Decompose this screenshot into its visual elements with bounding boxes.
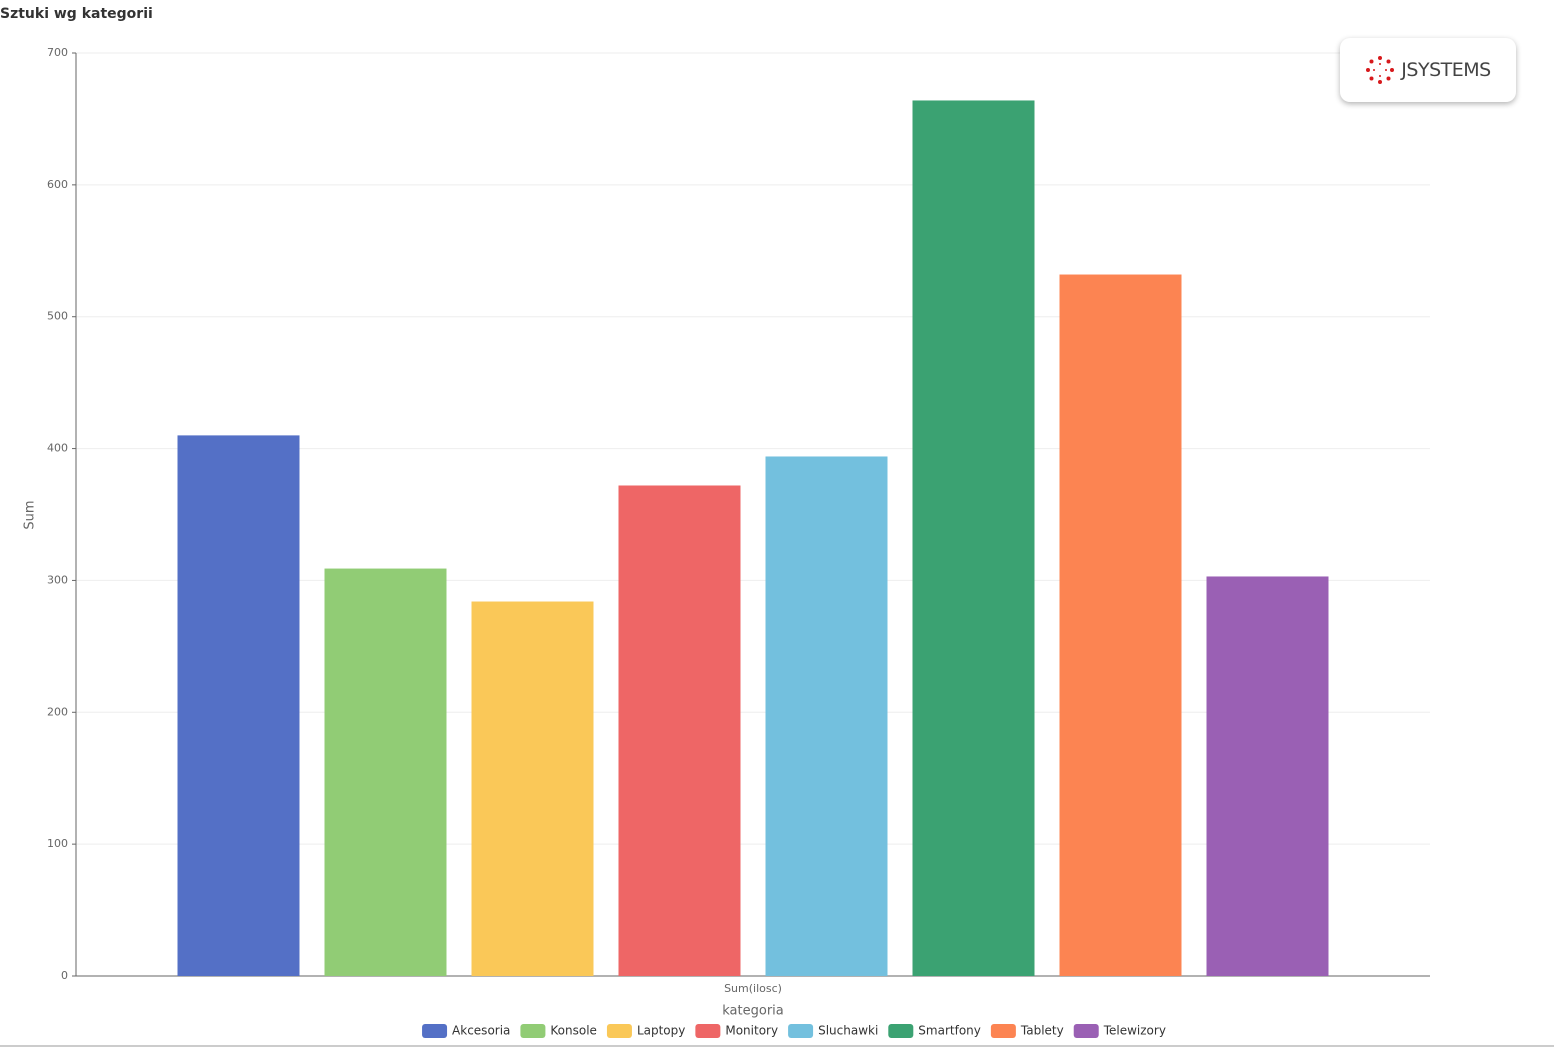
legend-swatch bbox=[520, 1024, 546, 1038]
bar bbox=[1059, 274, 1182, 976]
bar bbox=[912, 100, 1035, 977]
legend-label: Telewizory bbox=[1103, 1024, 1166, 1038]
bar bbox=[765, 456, 888, 976]
y-tick-label: 100 bbox=[47, 837, 68, 850]
legend-label: Akcesoria bbox=[452, 1024, 510, 1038]
x-tick-label: Sum(ilosc) bbox=[724, 982, 782, 995]
y-axis-label: Sum bbox=[23, 500, 38, 529]
legend-label: Sluchawki bbox=[818, 1024, 878, 1038]
y-tick-label: 200 bbox=[47, 705, 68, 718]
logo-text: JSYSTEMS bbox=[1401, 59, 1491, 81]
bar bbox=[324, 568, 447, 976]
y-tick-label: 600 bbox=[47, 178, 68, 191]
legend-label: Smartfony bbox=[918, 1024, 981, 1038]
logo: JSYSTEMS bbox=[1340, 38, 1516, 102]
legend-swatch bbox=[788, 1024, 814, 1038]
legend-label: Konsole bbox=[550, 1024, 597, 1038]
legend-swatch bbox=[695, 1024, 721, 1038]
y-tick-label: 0 bbox=[61, 969, 68, 982]
legend-label: Monitory bbox=[725, 1024, 778, 1038]
bar bbox=[618, 485, 741, 976]
bar bbox=[471, 601, 594, 976]
legend-swatch bbox=[888, 1024, 914, 1038]
legend-swatch bbox=[1073, 1024, 1099, 1038]
y-tick-label: 500 bbox=[47, 310, 68, 323]
legend-swatch bbox=[606, 1024, 632, 1038]
y-tick-label: 300 bbox=[47, 573, 68, 586]
chart-title: Sztuki wg kategorii bbox=[0, 6, 153, 22]
bar bbox=[177, 435, 300, 976]
legend-swatch bbox=[990, 1024, 1016, 1038]
legend-label: Laptopy bbox=[637, 1024, 685, 1038]
logo-icon bbox=[1366, 56, 1395, 84]
legend-swatch bbox=[422, 1024, 448, 1038]
y-tick-label: 400 bbox=[47, 442, 68, 455]
bar bbox=[1206, 576, 1329, 976]
legend-label: Tablety bbox=[1020, 1024, 1064, 1038]
x-axis-label: kategoria bbox=[722, 1004, 784, 1019]
y-tick-label: 700 bbox=[47, 46, 68, 59]
